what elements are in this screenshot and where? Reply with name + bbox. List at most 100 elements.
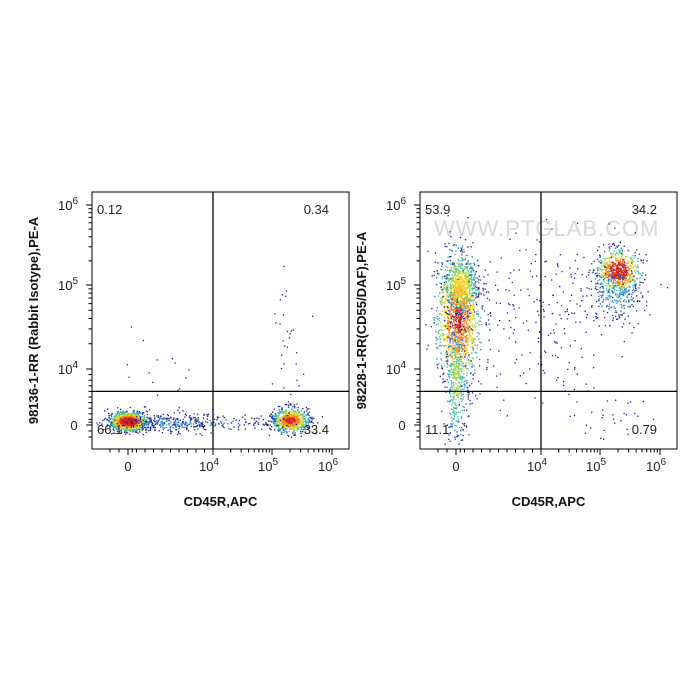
event-dot [303, 416, 305, 418]
event-dot [446, 274, 449, 276]
event-dot [127, 426, 129, 428]
event-dot [465, 349, 467, 351]
x-tick-label: 0 [124, 459, 131, 474]
event-dot [457, 328, 459, 330]
event-dot [453, 342, 455, 344]
event-dot [460, 358, 463, 360]
event-dot [218, 416, 220, 418]
event-dot [466, 381, 468, 383]
event-dot [468, 282, 470, 285]
event-dot [468, 285, 471, 287]
event-dot [467, 305, 469, 307]
event-dot [283, 425, 285, 427]
event-dot [447, 277, 449, 279]
event-dot [447, 292, 449, 294]
event-dot [455, 274, 457, 276]
event-dot [196, 420, 198, 423]
event-dot [459, 322, 461, 324]
event-dot [436, 347, 438, 350]
event-dot [280, 419, 283, 421]
event-dot [449, 279, 451, 281]
event-dot [185, 424, 187, 426]
event-dot [616, 270, 618, 273]
event-dot [466, 310, 468, 312]
event-dot [447, 301, 450, 303]
event-dot [458, 355, 460, 357]
event-dot [469, 267, 472, 269]
event-dot [477, 313, 480, 315]
event-dot [469, 286, 471, 288]
event-dot [178, 422, 180, 424]
event-dot [170, 422, 172, 424]
event-dot [279, 419, 281, 422]
event-dot [463, 322, 465, 325]
event-dot [297, 428, 299, 430]
event-dot [303, 419, 305, 421]
event-dot [443, 281, 446, 284]
event-dot [129, 415, 132, 417]
event-dot [443, 346, 445, 348]
event-dot [486, 291, 488, 293]
event-dot [457, 317, 460, 319]
event-dot [163, 418, 165, 420]
event-dot [278, 417, 280, 420]
event-dot [465, 278, 467, 280]
event-dot [300, 424, 302, 426]
event-dot [454, 338, 456, 340]
event-dot [275, 415, 277, 418]
event-dot [597, 280, 599, 282]
event-dot [468, 334, 470, 336]
event-dot [463, 326, 466, 328]
event-dot [440, 312, 442, 315]
event-dot [444, 297, 447, 300]
event-dot [462, 290, 464, 292]
event-dot [450, 345, 453, 347]
event-dot [472, 325, 474, 327]
event-dot [434, 295, 436, 298]
event-dot [456, 331, 458, 333]
event-dot [448, 310, 450, 312]
event-dot [293, 422, 295, 424]
event-dot [292, 329, 294, 331]
event-dot [231, 422, 233, 424]
event-dot [461, 302, 463, 304]
event-dot [457, 329, 459, 331]
event-dot [163, 427, 165, 429]
event-dot [153, 419, 155, 421]
event-dot [448, 300, 450, 302]
event-dot [135, 419, 137, 421]
event-dot [590, 280, 592, 282]
event-dot [463, 292, 465, 294]
event-dot [469, 373, 472, 375]
event-dot [128, 376, 130, 378]
event-dot [129, 416, 131, 419]
event-dot [283, 424, 285, 426]
event-dot [442, 345, 444, 347]
event-dot [149, 417, 152, 419]
event-dot [459, 304, 461, 306]
event-dot [184, 413, 186, 415]
event-dot [465, 266, 467, 268]
event-dot [283, 429, 285, 431]
event-dot [209, 419, 211, 422]
event-dot [117, 425, 119, 428]
event-dot [156, 423, 159, 425]
event-dot [472, 287, 475, 289]
event-dot [472, 270, 474, 272]
event-dot [460, 353, 463, 355]
event-dot [476, 259, 479, 262]
event-dot [619, 288, 622, 290]
event-dot [472, 338, 474, 341]
event-dot [607, 267, 609, 269]
event-dot [460, 310, 463, 312]
event-dot [283, 363, 285, 365]
event-dot [283, 427, 285, 430]
event-dot [453, 299, 455, 301]
event-dot [143, 417, 145, 420]
event-dot [287, 411, 289, 414]
event-dot [136, 414, 138, 416]
event-dot [457, 271, 459, 273]
event-dot [122, 422, 124, 424]
event-dot [471, 357, 473, 359]
event-dot [463, 277, 466, 279]
